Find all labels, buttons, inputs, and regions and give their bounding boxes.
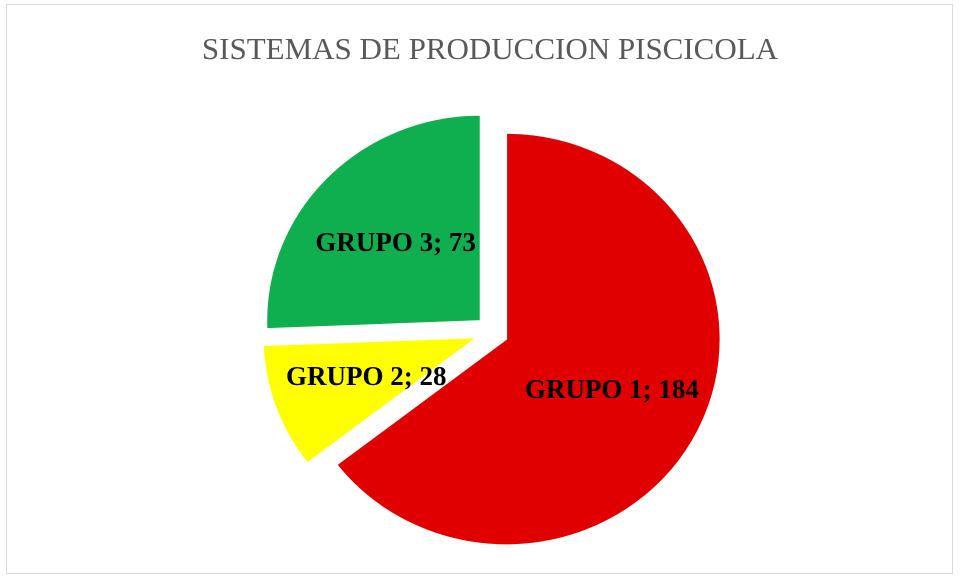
chart-title: SISTEMAS DE PRODUCCION PISCICOLA [202,31,779,66]
pie-slice [262,336,480,465]
pie-slice [335,132,722,546]
data-label: GRUPO 3; 73 [315,227,476,258]
data-label: GRUPO 1; 184 [524,374,699,405]
data-label: GRUPO 2; 28 [286,360,447,391]
chart-frame [6,4,953,574]
pie-slice [265,114,482,330]
